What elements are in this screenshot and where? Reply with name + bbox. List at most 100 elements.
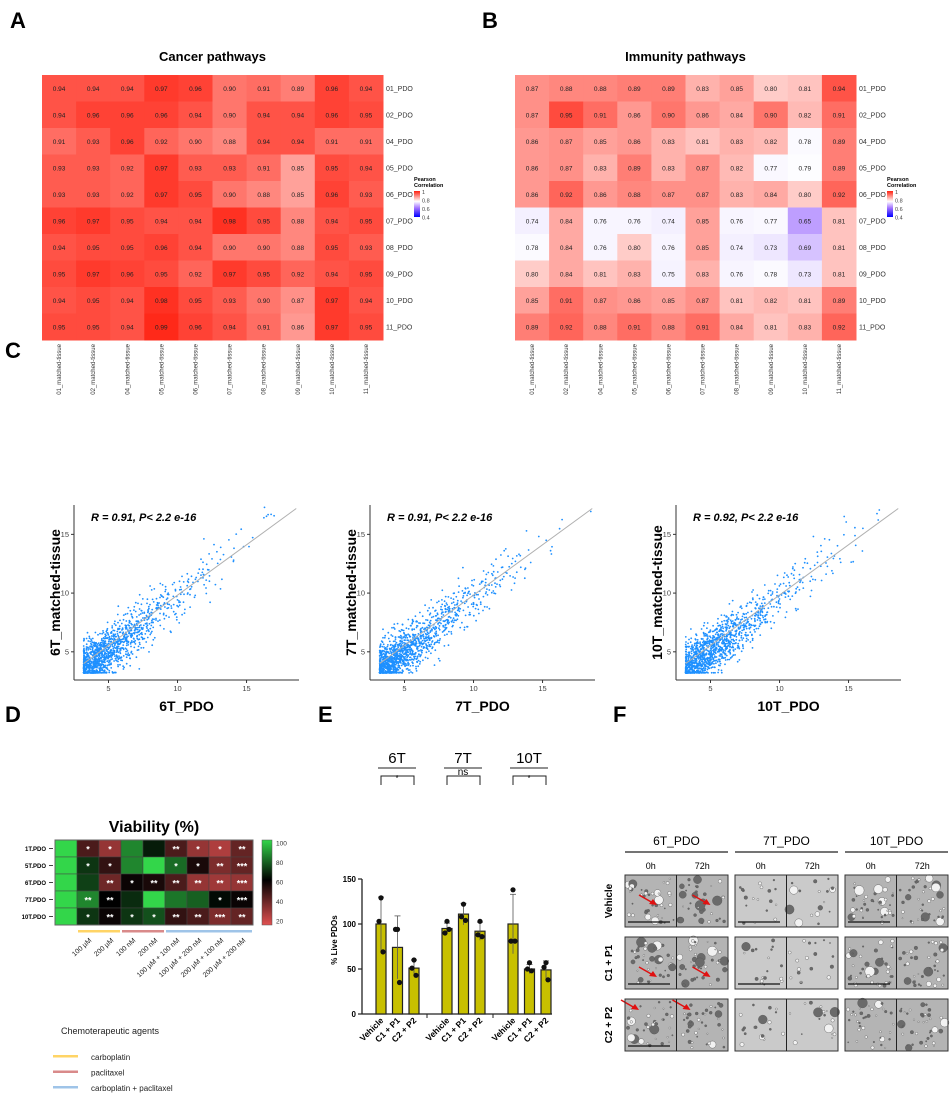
scatter-point xyxy=(387,637,390,640)
scatter-point xyxy=(437,623,439,625)
scatter-point xyxy=(110,635,113,637)
scatter-point xyxy=(134,601,137,604)
scatter-point xyxy=(435,619,437,621)
scatter-point xyxy=(740,636,743,639)
scatter-point xyxy=(701,669,704,672)
scatter-point xyxy=(706,635,709,637)
cell-value: 0.73 xyxy=(799,271,812,278)
scatter-point xyxy=(425,647,428,649)
scatter-point xyxy=(693,662,696,665)
regression-line xyxy=(83,508,297,664)
scatter-point xyxy=(393,668,396,671)
scatter-point xyxy=(140,636,143,638)
scatter-point xyxy=(118,655,120,657)
scatter-point xyxy=(723,619,726,622)
scatter-point xyxy=(379,668,382,671)
column-label: 200 µM xyxy=(93,937,115,958)
cell-value: 0.91 xyxy=(628,324,641,331)
scatter-point xyxy=(145,641,148,643)
scatter-point xyxy=(438,659,441,662)
scatter-point xyxy=(734,654,736,656)
scatter-point xyxy=(709,629,712,631)
scatter-point xyxy=(192,581,194,584)
scatter-point xyxy=(438,628,441,631)
scatter-point xyxy=(743,616,746,619)
scatter-point xyxy=(715,637,717,640)
scatter-point xyxy=(422,642,425,645)
cell-value: 0.76 xyxy=(730,218,743,225)
scatter-point xyxy=(787,576,790,578)
scatter-point xyxy=(137,645,140,648)
scatter-point xyxy=(447,610,450,613)
scatter-point xyxy=(130,635,133,638)
scatter-point xyxy=(698,671,701,674)
scatter-point xyxy=(438,641,440,644)
scatter-point xyxy=(83,654,85,656)
cell-value: 0.96 xyxy=(53,218,66,225)
scatter-point xyxy=(178,604,181,607)
scatter-point xyxy=(119,651,121,653)
scatter-point xyxy=(109,645,112,647)
scatter-point xyxy=(399,656,401,659)
heatmap-cell xyxy=(617,75,652,102)
scatter-point xyxy=(464,587,467,590)
scatter-point xyxy=(687,642,689,645)
scatter-point xyxy=(86,631,89,634)
scatter-point xyxy=(714,633,717,636)
legend-title: Correlation xyxy=(887,183,917,189)
scatter-point xyxy=(400,628,403,631)
scatter-point xyxy=(391,655,393,658)
heatmap-cell xyxy=(821,260,857,288)
scatter-point xyxy=(96,672,99,674)
scatter-point xyxy=(735,638,738,641)
heatmap-cell xyxy=(144,260,179,288)
scatter-point xyxy=(686,664,688,667)
scatter-point xyxy=(706,627,708,630)
cell-value: 0.94 xyxy=(189,218,202,225)
scatter-point xyxy=(501,578,504,581)
scatter-point xyxy=(99,666,102,668)
heatmap-cell xyxy=(753,207,789,235)
scatter-point xyxy=(721,655,724,658)
scatter-point xyxy=(95,669,98,671)
scatter-point xyxy=(416,660,418,663)
scatter-point xyxy=(728,658,731,661)
heatmap-cell xyxy=(753,101,789,129)
scatter-point xyxy=(462,596,464,599)
scatter-point xyxy=(137,626,139,629)
scatter-point xyxy=(810,589,813,592)
row-label: 6T.PDO xyxy=(25,881,46,887)
scatter-point xyxy=(708,640,711,642)
heatmap-cell xyxy=(821,287,857,314)
scatter-point xyxy=(712,644,715,647)
heatmap-cell xyxy=(348,75,384,102)
scatter-point xyxy=(138,630,141,632)
scatter-point xyxy=(232,559,235,561)
cell-value: 0.78 xyxy=(526,245,539,252)
scatter-point xyxy=(97,642,100,645)
scatter-point xyxy=(496,583,498,585)
scatter-point xyxy=(722,651,724,654)
organoid xyxy=(662,881,665,884)
scatter-point xyxy=(82,645,85,647)
cell-value: 0.95 xyxy=(87,324,100,331)
scatter-point xyxy=(107,657,110,659)
heatmap-cell xyxy=(549,128,584,155)
scatter-point xyxy=(420,650,423,652)
scatter-point xyxy=(401,637,403,640)
scatter-point xyxy=(738,639,741,642)
scatter-point xyxy=(441,611,443,614)
scatter-point xyxy=(182,601,185,604)
scatter-point xyxy=(205,563,208,566)
heatmap-cell xyxy=(753,181,789,208)
scatter-point xyxy=(792,574,795,576)
scatter-point xyxy=(141,598,144,600)
scatter-point xyxy=(136,634,139,637)
scatter-point xyxy=(705,653,708,656)
scatter-point xyxy=(389,644,392,646)
scatter-point xyxy=(392,626,395,629)
organoid xyxy=(672,919,675,921)
scatter-point xyxy=(745,627,748,630)
scatter-point xyxy=(715,662,717,665)
